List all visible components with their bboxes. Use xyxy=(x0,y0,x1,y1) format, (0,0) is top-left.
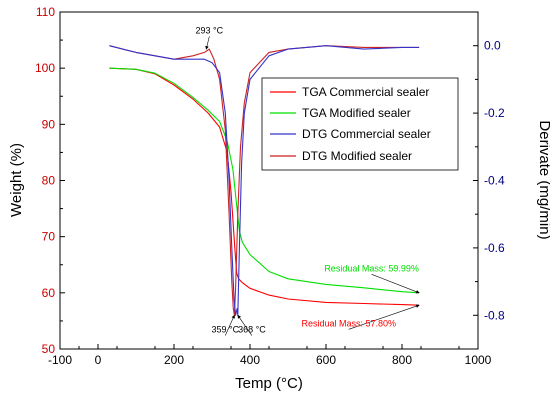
left-tick-label: 90 xyxy=(42,117,56,131)
annotation-label: Residual Mass: 57.80% xyxy=(302,318,397,328)
legend-label: DTG Commercial sealer xyxy=(302,127,431,141)
annotation-label: 359 °C xyxy=(211,325,239,335)
right-tick-label: -0.6 xyxy=(484,241,505,255)
annotation-label: 293 °C xyxy=(196,25,224,35)
right-axis-ticks: 0.0 -0.2 -0.4 -0.6 -0.8 xyxy=(473,11,505,350)
left-tick-label: 110 xyxy=(36,5,55,19)
series-line-2 xyxy=(109,45,420,316)
left-tick-label: 70 xyxy=(42,230,56,244)
legend-box xyxy=(261,77,459,171)
annotation-arrow xyxy=(371,274,420,294)
annotation-label: 368 °C xyxy=(238,325,266,335)
x-tick-label: 400 xyxy=(240,353,260,367)
x-axis-title: Temp (°C) xyxy=(235,375,303,392)
x-tick-label: -100 xyxy=(48,353,72,367)
x-tick-label: 800 xyxy=(392,353,412,367)
legend-label: TGA Modified sealer xyxy=(302,106,411,120)
legend-entry-dtg-modified: DTG Modified sealer xyxy=(270,149,412,163)
annotation-arrow xyxy=(237,314,253,336)
series-line-1 xyxy=(109,67,420,294)
left-tick-label: 60 xyxy=(42,286,56,300)
annotation-arrow xyxy=(225,314,235,336)
x-tick-label: 1000 xyxy=(465,353,492,367)
left-tick-label: 50 xyxy=(42,342,56,356)
x-axis-ticks: -100 0 200 400 600 800 1000 xyxy=(48,344,492,367)
x-tick-label: 200 xyxy=(164,353,184,367)
x-tick-label: 0 xyxy=(95,353,102,367)
right-tick-label: -0.2 xyxy=(484,106,505,120)
right-axis-title: Derivate (mg/min) xyxy=(536,120,550,239)
series-layer xyxy=(109,45,420,316)
right-tick-label: -0.4 xyxy=(484,174,505,188)
plot-frame xyxy=(59,11,479,350)
legend: TGA Commercial sealer TGA Modified seale… xyxy=(261,77,459,171)
legend-label: TGA Commercial sealer xyxy=(302,85,429,99)
right-tick-label: -0.8 xyxy=(484,308,505,322)
left-tick-label: 100 xyxy=(35,61,55,75)
x-tick-label: 600 xyxy=(316,353,336,367)
left-tick-label: 80 xyxy=(42,174,56,188)
left-axis-title: Weight (%) xyxy=(8,143,25,217)
annotation-arrow xyxy=(348,304,420,330)
annotation-label: Residual Mass: 59.99% xyxy=(324,263,419,273)
legend-label: DTG Modified sealer xyxy=(302,149,412,163)
left-axis-ticks: 50 60 70 80 90 100 110 xyxy=(35,5,65,356)
right-tick-label: 0.0 xyxy=(484,39,501,53)
legend-entry-tga-commercial: TGA Commercial sealer xyxy=(270,85,429,99)
annotation-arrow xyxy=(205,36,210,50)
series-line-0 xyxy=(109,67,420,306)
legend-entry-dtg-commercial: DTG Commercial sealer xyxy=(270,127,431,141)
legend-entry-tga-modified: TGA Modified sealer xyxy=(270,106,411,120)
